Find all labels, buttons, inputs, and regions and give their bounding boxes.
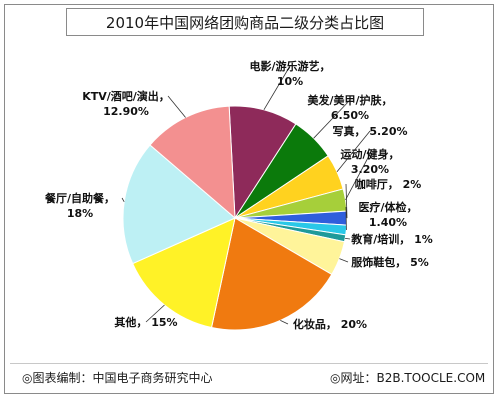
pie-slice <box>122 144 236 265</box>
leader-line <box>263 65 291 111</box>
slice-label: 教育/培训， 1% <box>350 232 433 246</box>
leader-line <box>336 130 371 173</box>
slice-label: 服饰鞋包， 5% <box>351 255 429 269</box>
leader-line <box>313 99 351 139</box>
leader-line <box>345 238 351 240</box>
chart-title: 2010年中国网络团购商品二级分类占比图 <box>105 13 385 32</box>
slice-label: 美发/美甲/护肤， 6.50% <box>307 93 392 122</box>
slice-label: 运动/健身， 3.20% <box>340 147 399 176</box>
slice-label: 餐厅/自助餐， 18% <box>44 191 115 220</box>
pie-slice <box>210 217 333 331</box>
slice-label: 医疗/体检， 1.40% <box>358 200 417 229</box>
leader-line <box>167 95 186 118</box>
chart-title-box: 2010年中国网络团购商品二级分类占比图 <box>66 8 424 36</box>
leader-line <box>339 258 349 263</box>
pie-slice <box>149 105 236 220</box>
leader-line <box>280 320 289 325</box>
slice-label: 电影/游乐游艺， 10% <box>249 59 330 88</box>
leader-line <box>121 197 125 203</box>
footer-divider <box>10 363 488 364</box>
footer-source: ◎图表编制：中国电子商务研究中心 <box>22 371 213 385</box>
slice-label: 写真， 5.20% <box>333 124 408 138</box>
leader-line <box>345 183 348 219</box>
slice-label: KTV/酒吧/演出， 12.90% <box>82 89 170 118</box>
leader-line <box>145 304 165 323</box>
slice-label: 咖啡厅， 2% <box>355 177 422 191</box>
slice-label: 化妆品， 20% <box>293 317 367 331</box>
leader-line <box>345 153 371 201</box>
footer-website: ◎网址：B2B.TOOCLE.COM <box>330 371 486 385</box>
slice-label: 其他， 15% <box>114 315 177 329</box>
